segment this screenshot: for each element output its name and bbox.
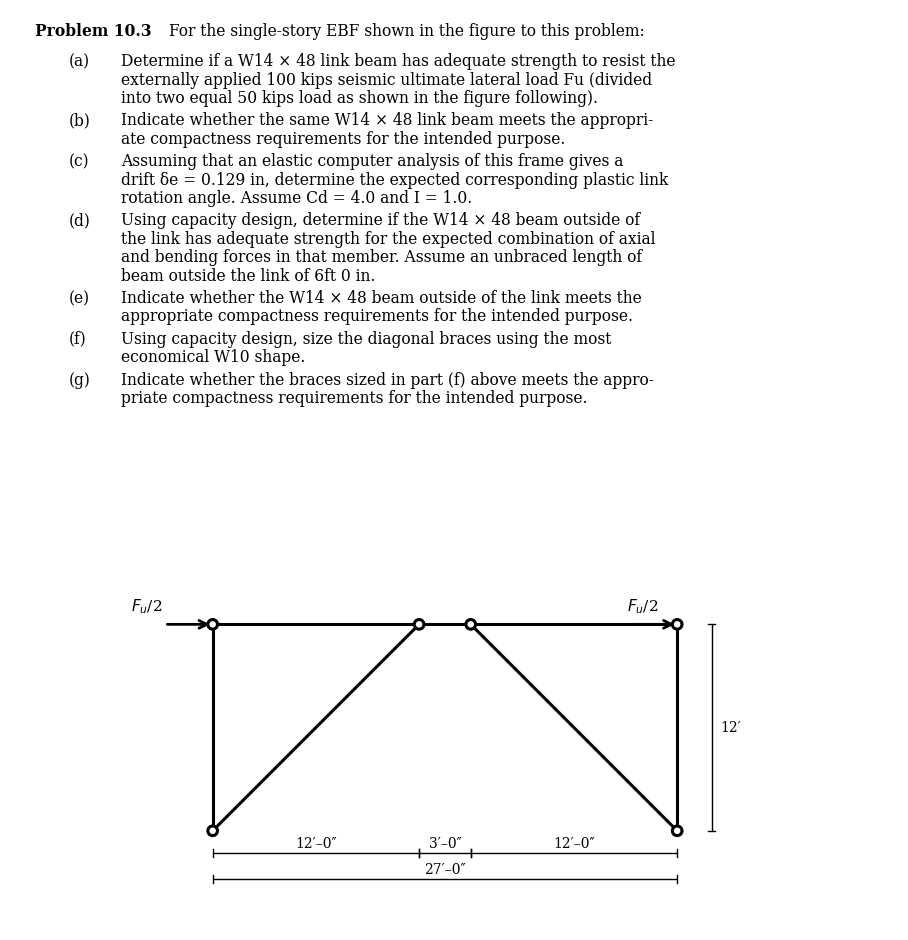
Circle shape [208, 826, 218, 836]
Text: 12′: 12′ [720, 721, 741, 734]
Text: ate compactness requirements for the intended purpose.: ate compactness requirements for the int… [121, 131, 565, 148]
Circle shape [672, 826, 682, 836]
Text: (d): (d) [69, 212, 91, 229]
Text: drift δe = 0.129 in, determine the expected corresponding plastic link: drift δe = 0.129 in, determine the expec… [121, 171, 668, 189]
Text: $F_u$/2: $F_u$/2 [627, 597, 658, 616]
Circle shape [208, 619, 218, 629]
Text: Assuming that an elastic computer analysis of this frame gives a: Assuming that an elastic computer analys… [121, 153, 623, 170]
Text: beam outside the link of 6ft 0 in.: beam outside the link of 6ft 0 in. [121, 268, 375, 285]
Text: Using capacity design, determine if the W14 × 48 beam outside of: Using capacity design, determine if the … [121, 212, 640, 229]
Text: (c): (c) [69, 153, 90, 170]
Text: (b): (b) [69, 112, 91, 130]
Text: Indicate whether the braces sized in part (f) above meets the appro-: Indicate whether the braces sized in par… [121, 371, 654, 388]
Text: 12′–0″: 12′–0″ [295, 838, 337, 851]
Text: 27′–0″: 27′–0″ [424, 863, 466, 877]
Text: externally applied 100 kips seismic ultimate lateral load Fu (divided: externally applied 100 kips seismic ulti… [121, 71, 652, 88]
Text: (g): (g) [69, 371, 91, 388]
Text: rotation angle. Assume Cd = 4.0 and I = 1.0.: rotation angle. Assume Cd = 4.0 and I = … [121, 190, 472, 207]
Text: For the single-story EBF shown in the figure to this problem:: For the single-story EBF shown in the fi… [169, 24, 645, 40]
Text: economical W10 shape.: economical W10 shape. [121, 349, 305, 367]
Circle shape [466, 619, 476, 629]
Text: the link has adequate strength for the expected combination of axial: the link has adequate strength for the e… [121, 230, 656, 248]
Text: into two equal 50 kips load as shown in the figure following).: into two equal 50 kips load as shown in … [121, 90, 597, 107]
Text: 3′–0″: 3′–0″ [429, 838, 461, 851]
Text: (a): (a) [69, 53, 90, 70]
Text: Problem 10.3: Problem 10.3 [35, 24, 151, 40]
Text: 12′–0″: 12′–0″ [553, 838, 595, 851]
Circle shape [414, 619, 424, 629]
Text: Determine if a W14 × 48 link beam has adequate strength to resist the: Determine if a W14 × 48 link beam has ad… [121, 53, 676, 70]
Text: appropriate compactness requirements for the intended purpose.: appropriate compactness requirements for… [121, 308, 633, 325]
Text: (f): (f) [69, 331, 87, 348]
Text: and bending forces in that member. Assume an unbraced length of: and bending forces in that member. Assum… [121, 249, 642, 266]
Text: (e): (e) [69, 290, 90, 307]
Text: Indicate whether the W14 × 48 beam outside of the link meets the: Indicate whether the W14 × 48 beam outsi… [121, 290, 642, 307]
Circle shape [672, 619, 682, 629]
Text: Indicate whether the same W14 × 48 link beam meets the appropri-: Indicate whether the same W14 × 48 link … [121, 112, 653, 130]
Text: priate compactness requirements for the intended purpose.: priate compactness requirements for the … [121, 390, 587, 407]
Text: $F_u$/2: $F_u$/2 [131, 597, 162, 616]
Text: Using capacity design, size the diagonal braces using the most: Using capacity design, size the diagonal… [121, 331, 611, 348]
